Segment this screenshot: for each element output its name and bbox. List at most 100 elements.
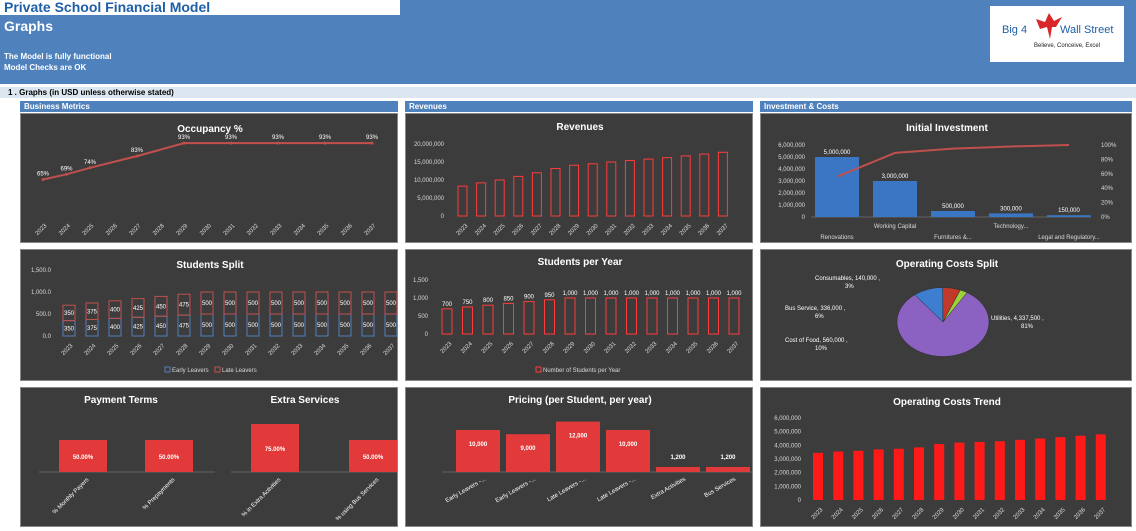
data-label: 1,000 (562, 291, 578, 297)
y-tick-label: 0% (1101, 215, 1110, 221)
category-label: % Monthly Payers (52, 477, 90, 515)
legend-swatch (535, 366, 542, 373)
x-tick-label: 2023 (456, 223, 470, 237)
x-tick-label: 2024 (460, 341, 474, 355)
category-label: Late Leavers -... (546, 476, 587, 503)
late-leavers-bar (338, 291, 352, 315)
pie-label: 81% (1021, 324, 1034, 330)
revenue-bar (587, 163, 598, 217)
data-label: 500 (386, 323, 397, 329)
late-leavers-bar (177, 293, 191, 316)
late-leavers-bar (200, 291, 214, 315)
students-bar (667, 297, 678, 335)
x-tick-label: 2037 (1094, 507, 1108, 521)
data-label: 1,000 (644, 291, 660, 297)
data-label: 350 (64, 311, 75, 317)
x-tick-label: 2023 (440, 341, 454, 355)
x-tick-label: 2034 (665, 341, 679, 355)
late-leavers-bar (315, 291, 329, 315)
x-tick-label: 2035 (337, 343, 351, 357)
cost-bar (1095, 434, 1106, 500)
y-tick-label: 1,000,000 (778, 203, 805, 209)
chart-title: Operating Costs Split (896, 259, 999, 270)
x-tick-label: 2025 (481, 341, 495, 355)
students-bar (687, 297, 699, 335)
x-tick-label: 2026 (130, 343, 144, 357)
x-tick-label: 2031 (245, 343, 259, 357)
status-functional: The Model is fully functional (4, 52, 112, 61)
operating-costs-split-chart: Operating Costs Split Utilities, 4,337,50… (760, 249, 1132, 381)
x-tick-label: 2036 (698, 223, 712, 237)
category-label: Late Leavers -... (596, 476, 637, 503)
x-tick-label: 2026 (512, 223, 526, 237)
chart-svg: Revenues 20,000,000 15,000,000 10,000,000 5,… (414, 122, 730, 237)
data-label: 400 (110, 325, 121, 331)
data-label: 350 (64, 326, 75, 332)
operating-costs-trend-chart: Operating Costs Trend 6,000,000 5,000,000 4… (760, 387, 1132, 527)
x-tick-label: 2030 (586, 223, 600, 237)
data-label: 1,200 (670, 455, 686, 461)
y-tick-label: 2,000,000 (778, 191, 805, 197)
data-label: 83% (131, 148, 144, 154)
x-tick-label: 2037 (727, 341, 741, 355)
late-leavers-bar (292, 291, 306, 315)
chart-title: Students per Year (538, 257, 623, 268)
occupancy-point (182, 141, 186, 145)
y-tick-label: 3,000,000 (774, 457, 801, 463)
investment-bar (815, 157, 859, 217)
x-tick-label: 2024 (474, 223, 488, 237)
x-tick-label: 2023 (811, 507, 825, 521)
y-tick-label: 1,000.0 (31, 290, 52, 296)
data-label: 50.00% (363, 455, 384, 461)
cost-bar (1015, 439, 1025, 500)
data-label: 93% (319, 135, 332, 141)
x-tick-label: 2037 (383, 343, 397, 357)
y-tick-label: 4,000,000 (778, 167, 805, 173)
x-tick-label: 2025 (107, 343, 121, 357)
data-label: 500 (248, 323, 259, 329)
initial-investment-chart: Initial Investment 6,000,000 5,000,000 4,00… (760, 113, 1132, 243)
data-label: 475 (179, 324, 190, 330)
y-tick-label: 500 (418, 314, 429, 320)
x-tick-label: 2032 (623, 223, 637, 237)
group-revenues: Revenues (405, 101, 753, 112)
revenues-chart: Revenues 20,000,000 15,000,000 10,000,000 5,… (405, 113, 753, 243)
x-tick-label: 2033 (645, 341, 659, 355)
x-tick-label: 2036 (1073, 507, 1087, 521)
x-tick-label: 2035 (1053, 507, 1067, 521)
x-tick-label: 2027 (522, 341, 536, 355)
bar (59, 440, 107, 472)
category-label: Legal and Regulatory... (1038, 235, 1100, 241)
chart-svg: Occupancy % 65% 69% 74% 83% 93% 93% 93% 93% 93% 20… (35, 124, 379, 237)
data-label: 50.00% (73, 455, 94, 461)
x-tick-label: 2037 (364, 223, 378, 237)
students-bar (728, 297, 740, 335)
legend-label: Number of Students per Year (543, 368, 620, 374)
data-label: 1,000 (603, 291, 619, 297)
data-label: 700 (442, 302, 453, 308)
data-label: 950 (544, 293, 555, 299)
data-label: 375 (87, 309, 98, 315)
y-tick-label: 3,000,000 (778, 179, 805, 185)
y-tick-label: 1,000 (413, 296, 429, 302)
data-label: 500 (294, 323, 305, 329)
data-label: 93% (225, 135, 238, 141)
data-label: 1,000 (706, 291, 722, 297)
data-label: 800 (483, 298, 494, 304)
students-bar (523, 301, 535, 335)
cost-bar (853, 450, 864, 500)
y-tick-label: 100% (1101, 143, 1117, 149)
cost-bar (914, 447, 924, 500)
x-tick-label: 2028 (542, 341, 556, 355)
data-label: 300,000 (1000, 206, 1022, 212)
x-tick-label: 2024 (84, 343, 98, 357)
revenue-bar (457, 185, 468, 217)
x-tick-label: 2029 (199, 343, 213, 357)
occupancy-chart: Occupancy % 65% 69% 74% 83% 93% 93% 93% 93% 93% 20… (20, 113, 398, 243)
x-tick-label: 2036 (360, 343, 374, 357)
x-tick-label: 2033 (642, 223, 656, 237)
y-tick-label: 80% (1101, 157, 1114, 163)
legend-label: Early Leavers (172, 368, 209, 374)
revenue-bar (699, 153, 710, 217)
x-tick-label: 2030 (222, 343, 236, 357)
